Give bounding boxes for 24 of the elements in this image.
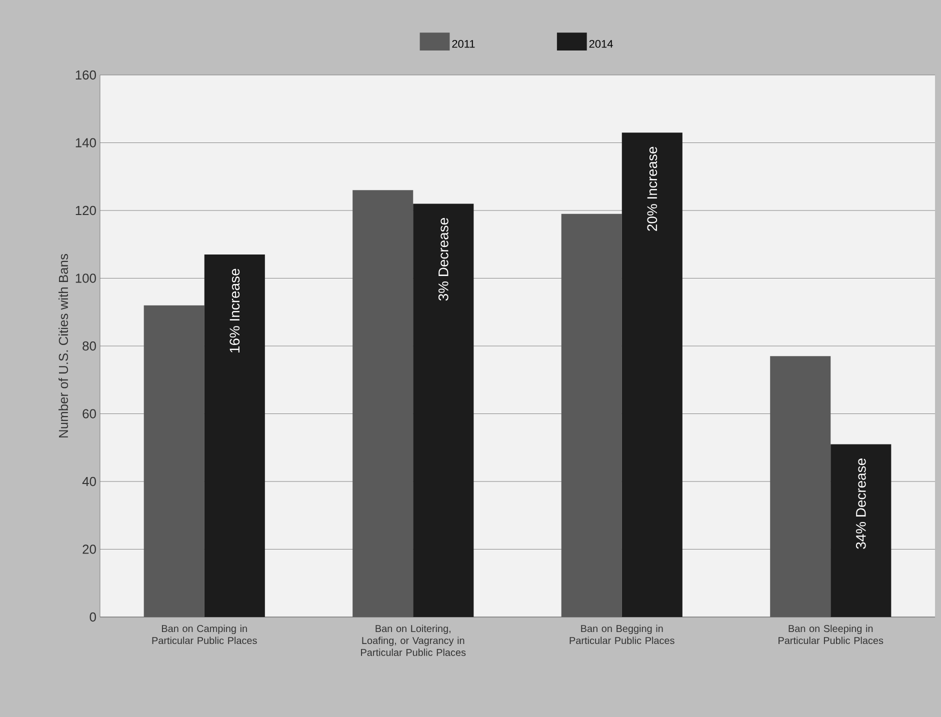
x-tick-label: Ban on Camping in Particular Public Places xyxy=(152,624,257,644)
annotation: 3% Decrease xyxy=(438,218,448,301)
bar xyxy=(622,132,682,617)
annotation: 16% Increase xyxy=(230,268,240,352)
y-tick-label: 40 xyxy=(82,476,96,486)
bar xyxy=(413,204,474,617)
y-tick-label: 160 xyxy=(76,70,96,80)
annotation: 20% Increase xyxy=(647,146,658,231)
y-tick-label: 20 xyxy=(82,544,96,554)
legend-label: 2014 xyxy=(589,40,613,48)
y-tick-label: 100 xyxy=(76,274,96,283)
bar xyxy=(830,444,892,617)
x-tick-label: Ban on Loitering, Loafing, or Vagrancy in Particular Public Places xyxy=(361,624,466,656)
y-tick-label: 0 xyxy=(90,612,96,622)
x-tick-label: Ban on Begging in Particular Public Places xyxy=(570,624,674,644)
y-tick-label: 80 xyxy=(82,341,96,351)
bar xyxy=(204,254,265,617)
legend-label: 2011 xyxy=(452,40,475,48)
x-tick-label: Ban on Sleeping in Particular Public Places xyxy=(778,624,884,644)
y-axis-title: Number of U.S. Cities with Bans xyxy=(58,254,68,438)
y-tick-label: 140 xyxy=(76,138,96,148)
y-tick-label: 120 xyxy=(76,206,96,216)
y-tick-label: 60 xyxy=(82,409,96,418)
annotation: 34% Decrease xyxy=(856,458,866,549)
